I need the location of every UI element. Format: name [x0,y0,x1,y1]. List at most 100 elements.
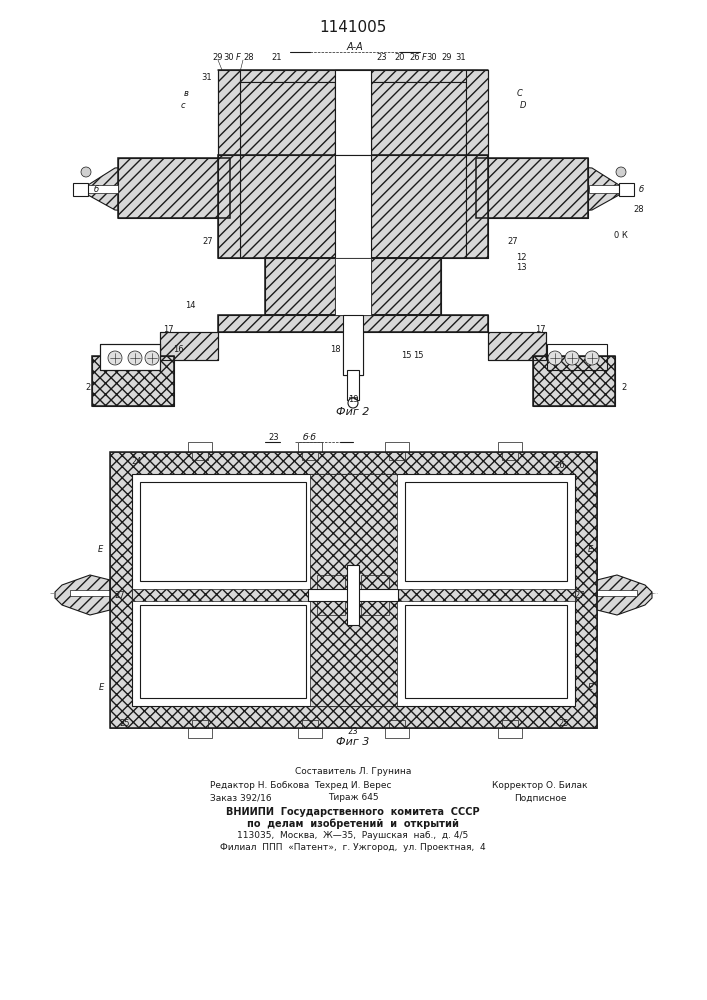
Text: 30: 30 [223,53,234,62]
Circle shape [348,398,358,408]
Bar [160,332,218,360]
Text: Тираж 645: Тираж 645 [327,794,378,802]
Bar [385,442,409,452]
Text: б: б [93,186,98,194]
Bar [335,155,371,258]
Bar [371,258,441,315]
Text: А-А: А-А [346,42,363,52]
Bar [308,589,398,601]
Text: Фиг 3: Фиг 3 [337,737,370,747]
Text: 23: 23 [269,434,279,442]
Bar [188,728,212,738]
Bar [476,158,588,218]
Text: б·б: б·б [303,434,317,442]
Circle shape [128,351,142,365]
Polygon shape [55,575,110,615]
Bar [218,155,240,258]
Text: Техред И. Верес: Техред И. Верес [314,782,392,790]
Bar [192,444,208,460]
Bar [533,356,615,406]
Text: 23: 23 [348,728,358,736]
Text: Е: Е [98,546,103,554]
Text: 26: 26 [409,53,421,62]
Text: 27: 27 [508,237,518,246]
Circle shape [565,351,579,365]
Bar [240,82,335,155]
Bar [371,82,466,155]
Text: 15: 15 [413,351,423,360]
Text: 30: 30 [427,53,438,62]
Text: 26: 26 [555,460,566,470]
Text: 13: 13 [515,262,526,271]
Text: Е: Е [588,546,592,554]
Bar [70,590,110,596]
Bar [466,70,488,155]
Bar [405,482,567,581]
Text: 27: 27 [575,590,585,599]
Text: F: F [421,53,426,62]
Bar [188,442,212,452]
Text: 2: 2 [86,383,90,392]
Circle shape [81,167,91,177]
Text: с: с [181,101,185,109]
Bar [502,444,518,460]
Text: Е: Е [98,684,104,692]
Text: 15: 15 [401,351,411,360]
Bar [335,70,371,155]
Text: Фиг 2: Фиг 2 [337,407,370,417]
Bar [110,452,597,728]
Text: D: D [520,101,526,109]
Bar [140,605,306,698]
Bar [140,482,306,581]
Bar [160,332,218,360]
Bar [265,258,335,315]
Bar [389,444,405,460]
Text: F: F [235,53,240,62]
Bar [533,356,615,406]
Text: ВНИИПИ  Государственного  комитета  СССР: ВНИИПИ Государственного комитета СССР [226,807,480,817]
Text: Корректор О. Билак: Корректор О. Билак [492,782,588,790]
Bar [240,155,335,258]
Bar [192,720,208,736]
Bar [589,185,619,193]
Text: 27: 27 [203,237,214,246]
Text: 16: 16 [173,346,183,355]
Bar [218,70,240,155]
Circle shape [108,351,122,365]
Text: 29: 29 [442,53,452,62]
Text: 21: 21 [271,53,282,62]
Polygon shape [476,160,619,218]
Bar [88,185,118,193]
Bar [389,720,405,736]
Bar [347,565,359,625]
Text: Филиал  ППП  «Патент»,  г. Ужгород,  ул. Проектная,  4: Филиал ППП «Патент», г. Ужгород, ул. Про… [220,844,486,852]
Bar [218,315,488,332]
Text: Заказ 392/16: Заказ 392/16 [210,794,271,802]
Text: 23: 23 [377,53,387,62]
Text: С: С [517,89,523,98]
Bar [343,332,363,375]
Bar [619,183,634,196]
Text: Е: Е [588,684,592,692]
Bar [218,315,488,332]
Bar [118,158,230,218]
Circle shape [616,167,626,177]
Bar [347,370,359,400]
Bar [110,452,597,728]
Bar [488,332,546,360]
Bar [302,444,318,460]
Text: 28: 28 [633,206,644,215]
Bar [218,155,488,258]
Bar [298,442,322,452]
Circle shape [548,351,562,365]
Text: 17: 17 [534,326,545,334]
Text: 19: 19 [348,395,358,404]
Text: 14: 14 [185,302,195,310]
Bar [317,575,345,615]
Bar [302,720,318,736]
Bar [230,70,477,82]
Text: Редактор Н. Бобкова: Редактор Н. Бобкова [210,782,309,790]
Text: 28: 28 [244,53,255,62]
Circle shape [145,351,159,365]
Text: 29: 29 [213,53,223,62]
